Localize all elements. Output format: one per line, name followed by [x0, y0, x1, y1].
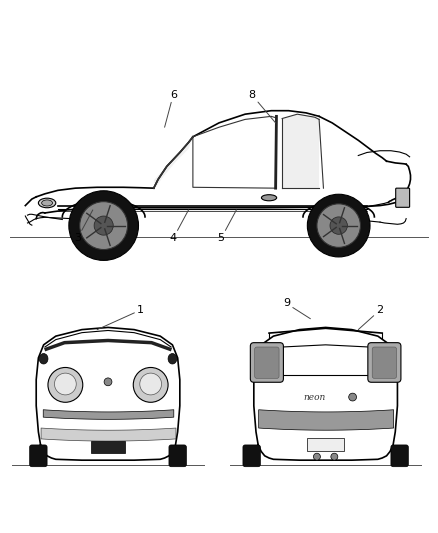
Circle shape [94, 216, 113, 235]
Circle shape [54, 373, 76, 395]
Text: 3: 3 [74, 210, 93, 243]
FancyBboxPatch shape [243, 445, 260, 467]
Circle shape [133, 367, 168, 402]
Circle shape [69, 191, 138, 261]
FancyBboxPatch shape [372, 347, 396, 378]
Ellipse shape [39, 353, 48, 364]
FancyBboxPatch shape [251, 343, 283, 382]
Circle shape [48, 367, 83, 402]
Circle shape [104, 378, 112, 386]
FancyBboxPatch shape [169, 445, 186, 467]
FancyBboxPatch shape [254, 347, 279, 378]
FancyBboxPatch shape [391, 445, 408, 467]
FancyBboxPatch shape [368, 343, 401, 382]
Text: 4: 4 [170, 210, 188, 243]
Circle shape [349, 393, 357, 401]
Polygon shape [282, 114, 319, 188]
Text: neon: neon [304, 393, 326, 401]
Circle shape [307, 194, 370, 257]
Ellipse shape [168, 353, 177, 364]
Bar [91, 441, 125, 453]
Text: 2: 2 [358, 305, 384, 329]
Ellipse shape [261, 195, 277, 201]
Circle shape [140, 373, 162, 395]
Circle shape [80, 201, 127, 249]
Ellipse shape [39, 198, 56, 208]
Text: 1: 1 [97, 305, 144, 329]
Polygon shape [154, 137, 193, 187]
Circle shape [331, 453, 338, 460]
Circle shape [330, 217, 347, 235]
FancyBboxPatch shape [30, 445, 47, 467]
Text: 8: 8 [248, 90, 276, 123]
Ellipse shape [42, 200, 53, 206]
Text: 9: 9 [283, 298, 311, 319]
Circle shape [317, 204, 360, 247]
Circle shape [314, 453, 321, 460]
Text: 5: 5 [218, 210, 237, 243]
Text: 6: 6 [165, 90, 177, 127]
FancyBboxPatch shape [396, 188, 410, 207]
Bar [307, 438, 344, 451]
